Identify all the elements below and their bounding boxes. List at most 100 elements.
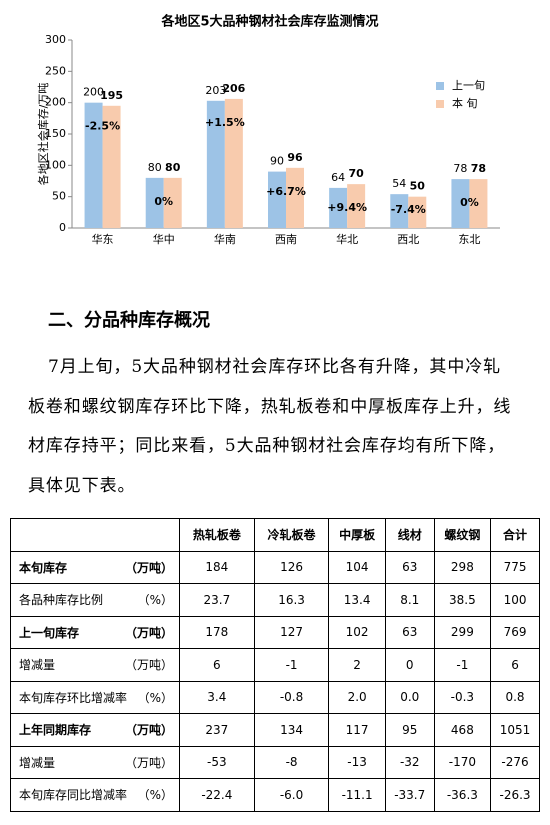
annotation: +9.4% bbox=[327, 201, 367, 214]
row-unit: （万吨） bbox=[124, 755, 173, 770]
table-cell: 104 bbox=[328, 550, 386, 584]
table-cell: 16.3 bbox=[253, 583, 330, 617]
table-cell: -32 bbox=[384, 745, 435, 779]
table-cell: 95 bbox=[384, 713, 435, 747]
table-cell: 299 bbox=[433, 615, 492, 649]
table-cell: 1051 bbox=[490, 713, 540, 747]
y-tick-label: 50 bbox=[52, 190, 66, 203]
row-label-text: 增减量 bbox=[19, 755, 56, 770]
table-cell: 102 bbox=[328, 615, 386, 649]
table-row: 增减量 （万吨） 6 -1 2 0 -1 6 bbox=[10, 648, 540, 682]
table-cell: -53 bbox=[179, 745, 255, 779]
table-cell: -276 bbox=[490, 745, 540, 779]
table-cell: 63 bbox=[384, 615, 435, 649]
row-label: 上年同期库存 （万吨） bbox=[10, 713, 180, 747]
data-label: 78 bbox=[471, 162, 486, 175]
row-label-text: 各品种库存比例 bbox=[19, 593, 104, 608]
table-cell: -170 bbox=[433, 745, 492, 779]
table-cell: -0.8 bbox=[253, 680, 330, 714]
legend-label: 本 旬 bbox=[452, 96, 478, 110]
table-cell: 184 bbox=[179, 550, 255, 584]
row-label: 增减量 （万吨） bbox=[10, 745, 180, 779]
data-label: 80 bbox=[148, 161, 162, 174]
table-cell: 2.0 bbox=[328, 680, 386, 714]
bar bbox=[145, 177, 164, 228]
row-unit: （%） bbox=[137, 690, 173, 705]
annotation: -7.4% bbox=[391, 203, 426, 216]
table-cell: 117 bbox=[328, 713, 386, 747]
bar bbox=[163, 177, 182, 228]
bar bbox=[268, 171, 286, 228]
bar bbox=[408, 196, 427, 228]
table-cell: -6.0 bbox=[253, 778, 330, 812]
table-cell: -13 bbox=[328, 745, 386, 779]
data-label: 200 bbox=[83, 86, 104, 99]
bar bbox=[469, 179, 488, 228]
row-unit: （万吨） bbox=[124, 625, 173, 640]
column-header: 热轧板卷 bbox=[179, 518, 255, 552]
table-cell: 468 bbox=[433, 713, 492, 747]
y-tick-label: 300 bbox=[45, 33, 66, 46]
table-cell: 8.1 bbox=[384, 583, 435, 617]
legend-swatch bbox=[436, 82, 444, 90]
table-cell: 0.0 bbox=[384, 680, 435, 714]
data-label: 50 bbox=[410, 180, 426, 193]
chart-title: 各地区5大品种钢材社会库存监测情况 bbox=[160, 14, 378, 30]
row-label: 本旬库存 （万吨） bbox=[10, 550, 180, 584]
section-heading: 二、分品种库存概况 bbox=[48, 310, 210, 331]
data-label: 80 bbox=[165, 161, 181, 174]
y-tick-label: 0 bbox=[59, 221, 66, 234]
paragraph: 7月上旬，5大品种钢材社会库存环比各有升降，其中冷轧板卷和螺纹钢库存环比下降，热… bbox=[28, 357, 512, 496]
x-tick-label: 华东 bbox=[92, 232, 114, 246]
column-header: 螺纹钢 bbox=[433, 518, 492, 552]
row-unit: （万吨） bbox=[124, 658, 173, 673]
chart: 各地区5大品种钢材社会库存监测情况 各地区社会库存/万吨 0 50 100 150 20… bbox=[36, 14, 500, 246]
table: 热轧板卷 冷轧板卷 中厚板 线材 螺纹钢 合计 本旬库存 （万吨） 184 126 104 63 298… bbox=[10, 518, 540, 812]
table-cell: 38.5 bbox=[433, 583, 492, 617]
row-unit: （万吨） bbox=[124, 723, 173, 738]
data-label: 206 bbox=[222, 82, 245, 95]
table-cell: 178 bbox=[179, 615, 255, 649]
bar bbox=[224, 98, 243, 228]
data-label: 90 bbox=[270, 155, 284, 168]
table-cell: 2 bbox=[328, 648, 386, 682]
table-cell: 3.4 bbox=[179, 680, 255, 714]
legend-label: 上一旬 bbox=[452, 79, 485, 92]
bar bbox=[347, 184, 366, 228]
table-cell: 126 bbox=[253, 550, 330, 584]
table-row: 热轧板卷 冷轧板卷 中厚板 线材 螺纹钢 合计 bbox=[10, 518, 540, 552]
row-unit: （%） bbox=[137, 593, 173, 608]
x-tick-label: 华南 bbox=[214, 232, 236, 246]
data-label: 70 bbox=[348, 167, 364, 180]
table-row: 上一旬库存 （万吨） 178 127 102 63 299 769 bbox=[10, 615, 540, 649]
annotation: -2.5% bbox=[85, 120, 120, 133]
row-unit: （%） bbox=[137, 788, 173, 803]
table-row: 本旬库存环比增减率 （%） 3.4 -0.8 2.0 0.0 -0.3 0.8 bbox=[10, 680, 540, 714]
table-cell: -1 bbox=[253, 648, 330, 682]
row-label: 本旬库存同比增减率 （%） bbox=[10, 778, 180, 812]
table-cell: 298 bbox=[433, 550, 492, 584]
bar bbox=[286, 167, 304, 228]
data-label: 203 bbox=[205, 84, 226, 97]
column-header: 线材 bbox=[384, 518, 435, 552]
y-tick-label: 200 bbox=[45, 96, 66, 109]
y-tick-label: 250 bbox=[45, 64, 66, 77]
table-row: 本旬库存 （万吨） 184 126 104 63 298 775 bbox=[10, 550, 540, 584]
table-cell: 23.7 bbox=[179, 583, 255, 617]
table-cell bbox=[10, 518, 180, 552]
annotation: 0% bbox=[460, 196, 479, 209]
data-label: 78 bbox=[453, 162, 467, 175]
data-label: 195 bbox=[100, 89, 123, 102]
table-cell: 63 bbox=[384, 550, 435, 584]
bar bbox=[102, 105, 121, 228]
row-label-text: 本旬库存同比增减率 bbox=[19, 788, 128, 803]
annotation: 0% bbox=[154, 195, 173, 208]
table-cell: 237 bbox=[179, 713, 255, 747]
bar bbox=[329, 187, 348, 228]
row-label-text: 增减量 bbox=[19, 658, 56, 673]
x-tick-label: 西北 bbox=[397, 233, 419, 246]
column-header: 冷轧板卷 bbox=[253, 518, 330, 552]
row-label-text: 上一旬库存 bbox=[19, 625, 80, 640]
data-label: 96 bbox=[287, 151, 303, 164]
